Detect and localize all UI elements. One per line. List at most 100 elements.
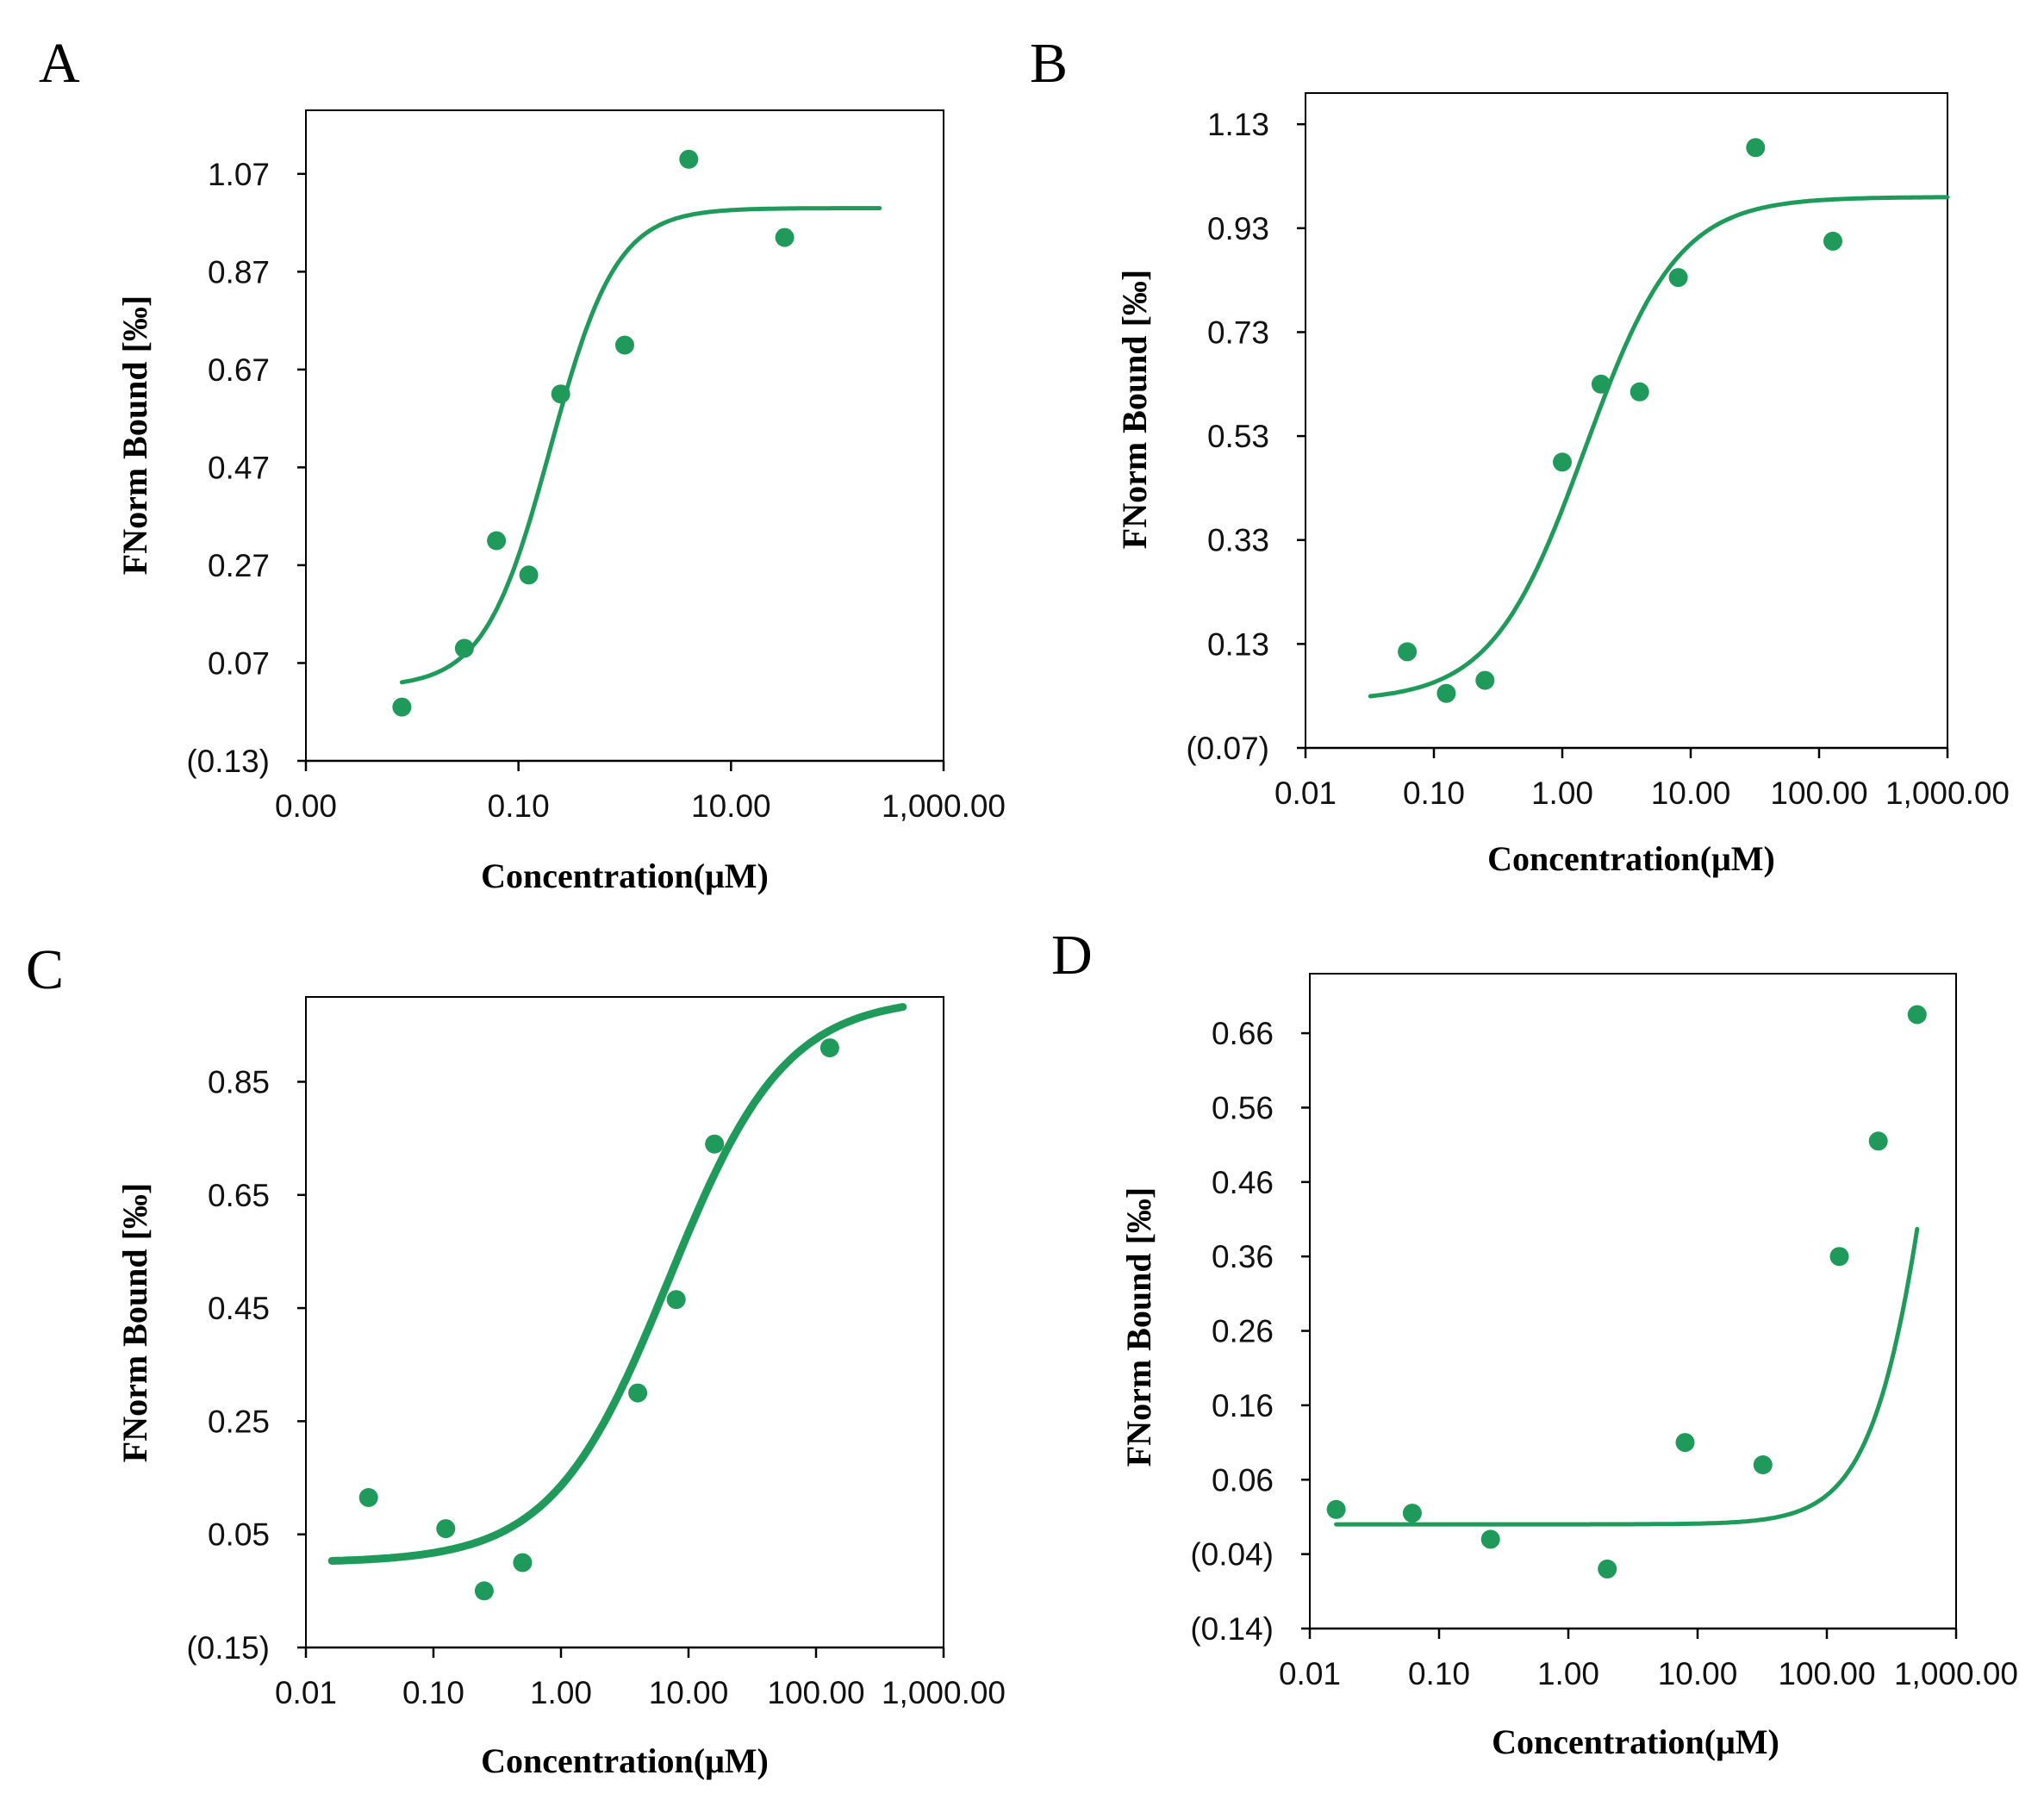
y-tick-label: 0.33 [1207,523,1269,558]
data-point [1480,1529,1500,1549]
data-point [1402,1504,1422,1523]
y-tick-label: (0.13) [186,744,270,779]
x-tick-label: 1.00 [1537,1656,1599,1691]
tick-layer: 0.00 0.10 10.00 1,000.00 (0.13) 0.07 0.27 0.47 0… [186,157,1006,824]
data-point [1436,683,1456,703]
fit-curve [399,206,882,685]
fit-curve [1334,1226,1920,1527]
panel-letter: A [39,32,80,95]
data-point [1326,1499,1346,1519]
fit-layer [1334,1226,1920,1527]
fit-layer [399,206,882,685]
y-tick-label: 0.67 [208,352,270,388]
data-point [1829,1247,1849,1267]
fit-curve [327,1003,907,1565]
y-tick-label: 0.05 [208,1517,270,1553]
x-tick-label: 10.00 [691,788,771,824]
y-tick-label: 0.16 [1212,1388,1274,1423]
data-point [1553,452,1572,472]
y-tick-label: 0.93 [1207,211,1269,246]
fit-layer [1368,195,1950,699]
x-tick-label: 0.10 [1403,775,1465,811]
data-point [1591,374,1611,394]
x-axis-title: Concentration(μM) [481,1741,769,1780]
data-point [1675,1433,1695,1453]
x-tick-label: 10.00 [1658,1656,1738,1691]
data-point [1753,1455,1773,1474]
x-tick-label: 0.00 [275,788,337,824]
x-tick-label: 0.01 [1274,775,1337,811]
tick-layer: 0.01 0.10 1.00 10.00 100.00 1,000.00 (0.15) 0.0… [186,1064,1006,1710]
tick-layer: 0.01 0.10 1.00 10.00 100.00 1,000.00 (0.07) 0.1… [1186,107,2010,811]
y-tick-label: 0.26 [1212,1314,1274,1349]
data-point [1475,670,1495,690]
y-axis-title: FNorm Bound [‰] [115,296,154,575]
data-point [358,1488,378,1507]
plot-area-frame [1309,973,1957,1629]
y-axis-title: FNorm Bound [‰] [1119,1187,1158,1467]
x-tick-label: 0.10 [402,1675,464,1710]
points-layer [392,149,795,717]
y-tick-label: 1.13 [1207,107,1269,142]
x-tick-label: 0.10 [488,788,550,824]
data-point [679,149,699,169]
x-tick-label: 1.00 [1531,775,1593,811]
panel-letter: C [26,938,64,1001]
data-point [775,227,795,247]
data-point [615,335,634,355]
data-point [513,1553,533,1573]
data-point [1668,268,1688,288]
data-point [1746,138,1766,158]
data-point [487,531,507,551]
x-tick-label: 100.00 [1778,1656,1875,1691]
x-axis-title: Concentration(μM) [1492,1722,1779,1761]
y-axis-title: FNorm Bound [‰] [1115,270,1154,549]
x-tick-label: 0.10 [1408,1656,1470,1691]
y-tick-label: 0.73 [1207,315,1269,350]
y-tick-label: 0.66 [1212,1016,1274,1051]
data-point [474,1581,494,1601]
x-tick-label: 1.00 [530,1675,592,1710]
panel-a: A 0.00 0.10 10.00 1,000.00 (0.13) 0.07 0.27 0.4… [39,32,1006,895]
y-tick-label: 0.56 [1212,1090,1274,1125]
y-tick-label: (0.14) [1190,1611,1274,1647]
x-tick-label: 10.00 [1651,775,1731,811]
points-layer [1326,1005,1927,1579]
data-point [454,638,474,658]
data-point [1630,382,1649,402]
data-point [1598,1559,1617,1579]
y-tick-label: 0.47 [208,450,270,485]
x-tick-label: 1,000.00 [1885,775,2010,811]
x-tick-label: 0.01 [1279,1656,1341,1691]
y-tick-label: 0.87 [208,254,270,290]
y-tick-label: 0.06 [1212,1462,1274,1498]
y-tick-label: 0.45 [208,1291,270,1326]
y-tick-label: 0.25 [208,1404,270,1439]
y-tick-label: (0.15) [186,1630,270,1666]
y-tick-label: 1.07 [208,157,270,192]
x-tick-label: 100.00 [767,1675,864,1710]
x-tick-label: 100.00 [1770,775,1867,811]
y-tick-label: 0.85 [208,1064,270,1099]
data-point [1868,1131,1888,1151]
x-tick-label: 10.00 [649,1675,729,1710]
x-axis-title: Concentration(μM) [481,856,769,895]
y-tick-label: 0.46 [1212,1165,1274,1200]
y-tick-label: 0.13 [1207,626,1269,662]
y-tick-label: 0.27 [208,548,270,583]
x-tick-label: 0.01 [275,1675,337,1710]
panel-d: D 0.01 0.10 1.00 10.00 100.00 1,000.00 (0.14) (… [1051,924,2018,1761]
y-tick-label: (0.07) [1186,731,1269,766]
y-tick-label: (0.04) [1190,1537,1274,1573]
y-tick-label: 0.65 [208,1178,270,1213]
points-layer [358,1038,839,1601]
data-point [1907,1005,1927,1025]
y-axis-title: FNorm Bound [‰] [115,1183,154,1462]
fit-curve [1368,195,1950,699]
x-tick-label: 1,000.00 [882,1675,1006,1710]
x-axis-title: Concentration(μM) [1487,839,1775,878]
data-point [1823,231,1842,251]
panel-letter: D [1051,924,1093,987]
x-tick-label: 1,000.00 [882,788,1006,824]
